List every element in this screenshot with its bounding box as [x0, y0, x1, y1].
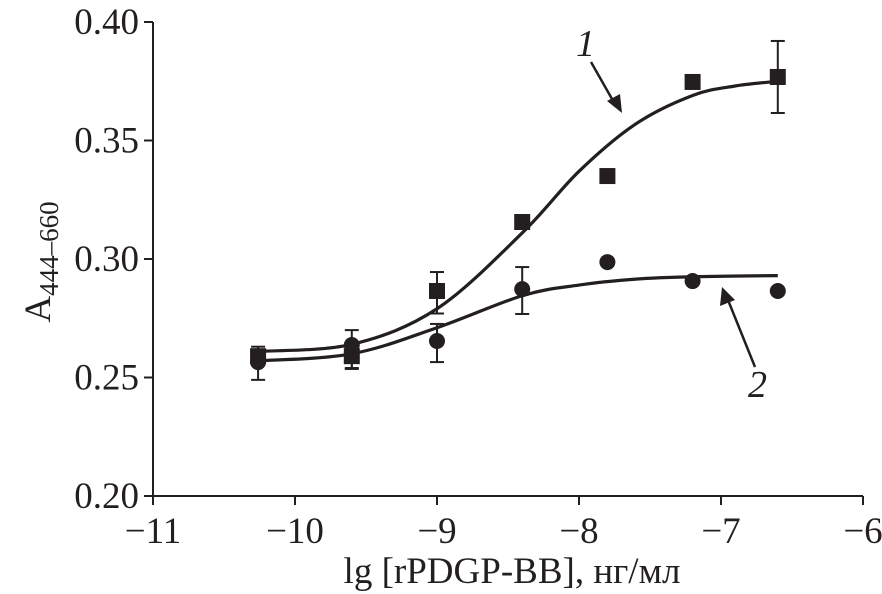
series-1-arrowhead	[607, 94, 622, 113]
y-tick-label: 0.35	[74, 121, 139, 162]
x-tick-label: −6	[843, 511, 882, 552]
series-2-label: 2	[720, 287, 767, 406]
series-2-arrowhead	[720, 287, 735, 306]
x-tick-label: −8	[559, 511, 598, 552]
series-2-point	[514, 281, 531, 298]
series-2-point	[599, 254, 616, 271]
y-tick-label: 0.30	[74, 239, 139, 280]
y-axis-label-main: A	[18, 296, 59, 323]
axes: −11 −10 −9 −8 −7 −6 0.20 0.25 0.30 0.35 0.40	[74, 2, 882, 552]
series-1-point	[769, 68, 786, 85]
series-2-number: 2	[748, 364, 767, 406]
x-tick-label: −11	[125, 511, 182, 552]
x-tick-label: −9	[417, 511, 456, 552]
series-1-point	[684, 73, 701, 90]
svg-text:A444–660: A444–660	[18, 201, 64, 322]
data-points	[250, 39, 786, 381]
y-tick-label: 0.40	[74, 2, 139, 43]
series-2-point	[343, 337, 360, 354]
y-tick-label: 0.25	[74, 358, 139, 399]
series-2-point	[250, 354, 267, 371]
series-1-number: 1	[576, 23, 595, 65]
y-axis-label-subscript: 444–660	[34, 201, 64, 296]
series-1-point	[514, 214, 531, 231]
x-tick-label: −7	[701, 511, 740, 552]
series-2-point	[429, 333, 445, 350]
series-2-point	[769, 282, 786, 299]
series-1-fit-curve	[257, 79, 778, 354]
series-2-arrow-line	[726, 299, 757, 368]
x-tick-label: −10	[266, 511, 324, 552]
series-2-point	[684, 273, 701, 290]
series-1-label: 1	[576, 23, 622, 113]
x-axis-label: lg [rPDGP-BB], нг/мл	[344, 551, 681, 592]
series-1-point	[429, 282, 445, 299]
series-1-point	[599, 168, 616, 185]
y-tick-label: 0.20	[74, 476, 139, 517]
y-axis-label: A444–660	[18, 201, 64, 322]
